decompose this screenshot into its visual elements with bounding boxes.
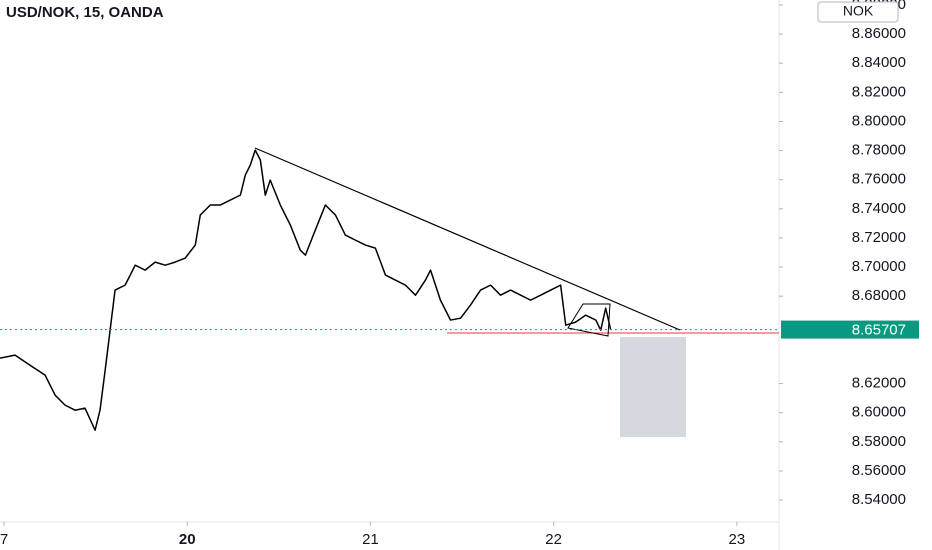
x-tick-label: 20	[179, 531, 196, 548]
y-tick-label: 8.72000	[852, 229, 906, 246]
y-tick-label: 8.82000	[852, 83, 906, 100]
y-tick-label: 8.62000	[852, 375, 906, 392]
y-tick-label: 8.56000	[852, 462, 906, 479]
x-tick-label: 21	[362, 531, 379, 548]
rectangle-drawing	[620, 337, 686, 437]
y-tick-label: 8.68000	[852, 287, 906, 304]
currency-label[interactable]: NOK	[843, 3, 874, 19]
last-price-label: 8.65707	[852, 322, 906, 339]
last-price-box	[781, 320, 919, 339]
y-tick-label: 8.76000	[852, 171, 906, 188]
y-tick-label: 8.80000	[852, 112, 906, 129]
y-tick-label: 8.60000	[852, 404, 906, 421]
x-tick-label: 23	[729, 531, 746, 548]
y-tick-label: 8.70000	[852, 258, 906, 275]
price-line	[0, 149, 612, 431]
y-tick-label: 8.58000	[852, 433, 906, 450]
y-tick-label: 8.54000	[852, 491, 906, 508]
pattern-drawing	[567, 303, 611, 337]
y-tick-label: 8.78000	[852, 142, 906, 159]
x-tick-label: 7	[0, 531, 8, 548]
y-tick-label: 8.86000	[852, 25, 906, 42]
x-tick-label: 22	[545, 531, 562, 548]
chart-title: USD/NOK, 15, OANDA	[6, 4, 164, 21]
trend-line	[254, 147, 681, 331]
y-tick-label: 8.84000	[852, 54, 906, 71]
currency-box[interactable]	[817, 1, 899, 23]
y-tick-label: 8.74000	[852, 200, 906, 217]
